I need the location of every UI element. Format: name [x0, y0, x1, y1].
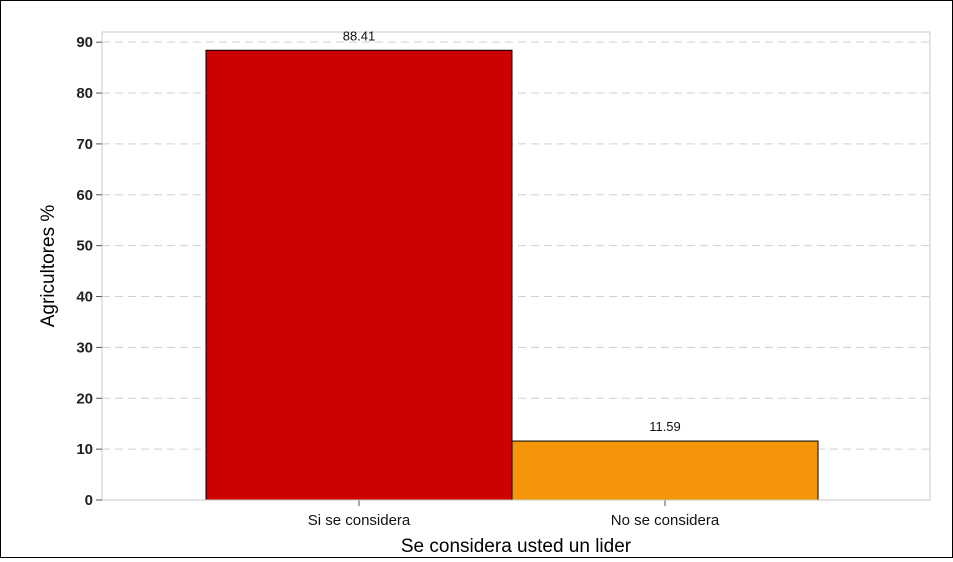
x-axis-title: Se considera usted un lider — [401, 536, 632, 557]
y-tick-label: 30 — [76, 339, 93, 356]
y-tick-label: 0 — [85, 492, 93, 509]
bar — [511, 440, 819, 501]
x-tick-label: Si se considera — [308, 512, 411, 529]
data-labels: 88.41 11.59 — [343, 28, 681, 434]
x-tick-label: No se considera — [611, 512, 720, 529]
y-tick-label: 40 — [76, 289, 93, 306]
data-label: 88.41 — [343, 28, 376, 43]
x-axis-ticks: Si se considera No se considera — [308, 500, 720, 529]
bar — [205, 49, 513, 501]
y-tick-label: 80 — [76, 85, 93, 102]
y-tick-label: 20 — [76, 390, 93, 407]
y-tick-label: 50 — [76, 238, 93, 255]
bars — [205, 49, 819, 501]
y-tick-label: 90 — [76, 34, 93, 51]
y-axis-ticks: 0 10 20 30 40 50 60 70 80 90 — [76, 34, 102, 509]
y-tick-label: 60 — [76, 187, 93, 204]
y-tick-label: 10 — [76, 441, 93, 458]
data-label: 11.59 — [649, 419, 681, 434]
y-tick-label: 70 — [76, 136, 93, 153]
y-axis-title: Agricultores % — [38, 205, 59, 328]
